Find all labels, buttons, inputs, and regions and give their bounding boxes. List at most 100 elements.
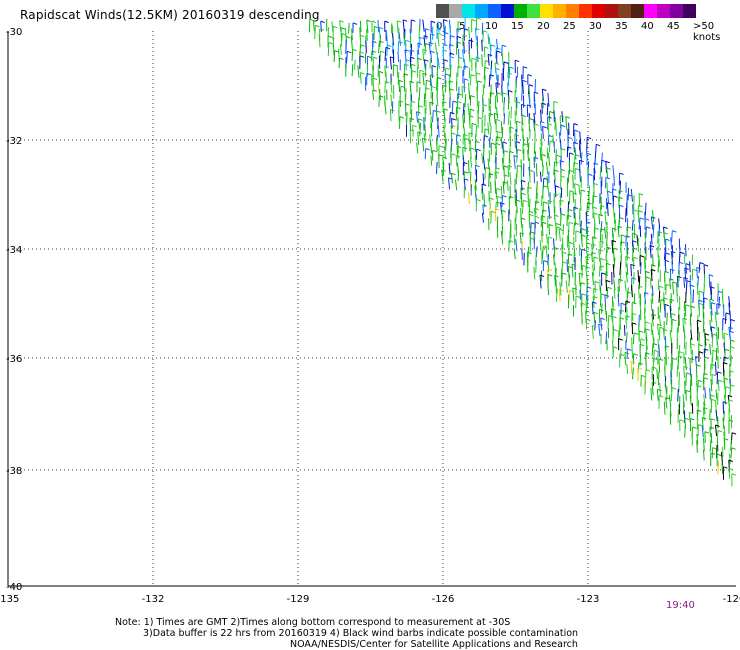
wind-barb-flag xyxy=(664,259,670,263)
wind-barb xyxy=(378,40,380,54)
wind-barb-flag xyxy=(677,275,682,279)
wind-barb xyxy=(626,247,628,261)
wind-barb xyxy=(521,87,523,101)
wind-barb xyxy=(451,100,454,114)
wind-barb-flag xyxy=(574,154,580,157)
wind-barb-flag xyxy=(558,228,564,232)
wind-barb xyxy=(600,317,603,331)
wind-barb xyxy=(489,125,492,140)
wind-barb-flag xyxy=(639,255,645,258)
wind-barb xyxy=(541,102,543,114)
wind-barb-flag xyxy=(404,49,410,52)
wind-barb-flag xyxy=(703,264,709,267)
wind-barb xyxy=(481,39,483,52)
wind-barb xyxy=(366,28,368,41)
wind-barb xyxy=(617,293,620,307)
wind-barb-flag xyxy=(560,168,566,172)
wind-barb xyxy=(691,349,693,364)
wind-barb-flag xyxy=(591,243,596,246)
wind-barb-flag xyxy=(456,134,461,137)
wind-barb xyxy=(664,260,667,273)
wind-barb-flag xyxy=(543,260,548,263)
wind-barb-flag xyxy=(542,125,547,129)
wind-barb xyxy=(510,106,512,119)
wind-barb-flag xyxy=(425,148,430,151)
wind-barb xyxy=(542,126,544,139)
wind-barb-flag xyxy=(496,92,501,95)
wind-barb xyxy=(384,81,386,94)
wind-barb xyxy=(568,274,571,287)
wind-barb-flag xyxy=(352,48,357,52)
wind-barb-flag xyxy=(366,72,371,76)
wind-barb-flag xyxy=(462,146,467,150)
wind-barb-flag xyxy=(509,195,514,199)
wind-barb-flag xyxy=(554,214,559,217)
wind-barb xyxy=(501,127,504,139)
wind-barb xyxy=(643,292,647,304)
wind-barb-flag xyxy=(585,310,590,313)
wind-barb-flag xyxy=(724,438,729,441)
wind-barb-flag xyxy=(638,210,643,213)
wind-barb xyxy=(434,42,438,55)
wind-barb xyxy=(611,240,614,254)
wind-barb-flag xyxy=(725,386,730,389)
wind-barb-flag xyxy=(352,22,358,25)
wind-barb-flag xyxy=(456,41,461,44)
wind-barb-flag xyxy=(619,317,625,320)
wind-barb-flag xyxy=(405,59,410,62)
wind-barb xyxy=(611,228,614,239)
wind-barb xyxy=(418,118,421,130)
wind-barb xyxy=(572,174,574,189)
wind-barb-flag xyxy=(456,35,462,39)
wind-barb xyxy=(632,240,635,253)
wind-barb-flag xyxy=(549,110,554,114)
wind-barb xyxy=(651,293,654,304)
wind-barb xyxy=(670,387,673,402)
wind-barb xyxy=(659,382,661,396)
wind-barb xyxy=(507,72,510,86)
wind-barb-flag xyxy=(596,143,601,147)
wind-barb-flag xyxy=(360,72,365,75)
wind-barb-flag xyxy=(423,35,429,38)
wind-barb-flag xyxy=(539,274,545,277)
wind-barb-flag xyxy=(534,221,540,224)
wind-barb xyxy=(709,387,711,400)
wind-barb xyxy=(579,289,582,300)
wind-barb-flag xyxy=(430,50,435,54)
wind-barb xyxy=(496,106,498,119)
wind-barb xyxy=(443,19,445,34)
wind-barb xyxy=(658,255,661,267)
wind-barb xyxy=(685,280,688,294)
wind-barb xyxy=(637,270,640,283)
wind-barb-flag xyxy=(554,169,559,172)
wind-barb-flag xyxy=(475,27,480,31)
wind-barb-flag xyxy=(671,313,676,316)
legend-label: 0 xyxy=(436,21,443,32)
wind-barb xyxy=(623,324,626,336)
wind-barb-flag xyxy=(402,19,408,22)
wind-barb xyxy=(522,80,524,95)
wind-barb xyxy=(572,287,575,302)
wind-barb xyxy=(442,49,445,62)
wind-barb xyxy=(481,188,484,200)
wind-barb xyxy=(710,281,713,295)
wind-barb xyxy=(723,411,725,422)
wind-barb xyxy=(689,367,692,379)
wind-barb-flag xyxy=(437,32,442,36)
wind-barb-flag xyxy=(689,411,694,415)
wind-barb-flag xyxy=(644,291,649,295)
wind-barb-flag xyxy=(489,197,494,200)
wind-barb-flag xyxy=(339,20,344,23)
wind-barb xyxy=(730,447,733,458)
wind-barb-flag xyxy=(496,130,502,134)
wind-barb-flag xyxy=(522,79,527,83)
wind-barb xyxy=(320,21,322,32)
wind-barb xyxy=(495,47,497,59)
wind-barb xyxy=(515,199,518,214)
wind-barb xyxy=(650,233,653,245)
wind-barb-flag xyxy=(619,309,625,312)
wind-barb-flag xyxy=(697,319,702,323)
wind-barb-flag xyxy=(671,250,676,254)
wind-barb-flag xyxy=(436,110,441,113)
